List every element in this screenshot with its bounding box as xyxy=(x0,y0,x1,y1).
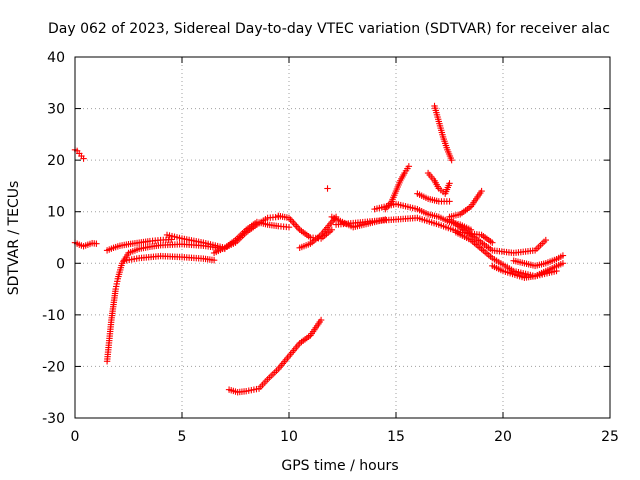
y-tick-label: 0 xyxy=(56,256,65,272)
data-point xyxy=(324,185,331,192)
data-point xyxy=(93,240,100,247)
x-tick-label: 25 xyxy=(601,429,619,445)
data-point xyxy=(489,239,496,246)
plot-frame xyxy=(74,56,611,419)
series-arc-c xyxy=(103,241,228,365)
y-tick-label: 40 xyxy=(47,50,65,66)
y-tick-label: 10 xyxy=(47,205,65,221)
x-axis-label: GPS time / hours xyxy=(281,458,398,474)
series-arc-v xyxy=(489,260,567,281)
series-arc-p xyxy=(431,102,455,164)
data-point xyxy=(559,260,567,267)
series-arc-o xyxy=(371,200,475,233)
data-point xyxy=(542,236,549,244)
tick-labels: 0 5 10 15 20 25 -30 -20 -10 0 10 20 30 40 xyxy=(42,50,619,445)
data-point xyxy=(285,223,293,231)
data-point xyxy=(317,316,325,324)
y-axis-label: SDTVAR / TECUs xyxy=(6,181,22,296)
data-point xyxy=(559,252,567,259)
data-point xyxy=(168,236,175,243)
x-tick-label: 5 xyxy=(178,429,187,445)
data-point xyxy=(446,198,453,205)
data-point xyxy=(80,155,87,162)
data-point xyxy=(210,256,218,264)
x-tick-label: 10 xyxy=(280,429,298,445)
x-tick-label: 0 xyxy=(71,429,80,445)
series-arc-w xyxy=(510,252,567,270)
data-point xyxy=(405,163,413,170)
y-tick-label: 30 xyxy=(47,102,65,118)
data-point xyxy=(446,180,453,187)
series-arc-j xyxy=(225,316,325,396)
series-arc-k xyxy=(324,185,331,192)
series-arc-a xyxy=(71,146,87,162)
x-tick-label: 15 xyxy=(387,429,405,445)
chart-title: Day 062 of 2023, Sidereal Day-to-day VTE… xyxy=(48,21,610,37)
y-tick-label: -30 xyxy=(42,411,65,427)
series-arc-d xyxy=(103,236,175,254)
series-arc-s xyxy=(446,187,485,221)
series-arc-q xyxy=(424,169,453,197)
series-arc-t xyxy=(446,216,549,257)
y-tick-label: -10 xyxy=(42,308,65,324)
y-tick-label: 20 xyxy=(47,153,65,169)
y-tick-label: -20 xyxy=(42,359,65,375)
data-point xyxy=(328,226,335,233)
x-tick-label: 20 xyxy=(494,429,512,445)
series-arc-g xyxy=(210,218,293,257)
series-arc-e xyxy=(121,252,218,264)
series-arc-r xyxy=(414,190,453,205)
data-points xyxy=(71,102,567,396)
series-arc-b xyxy=(71,239,100,250)
data-point xyxy=(448,156,455,164)
data-point xyxy=(478,187,485,195)
